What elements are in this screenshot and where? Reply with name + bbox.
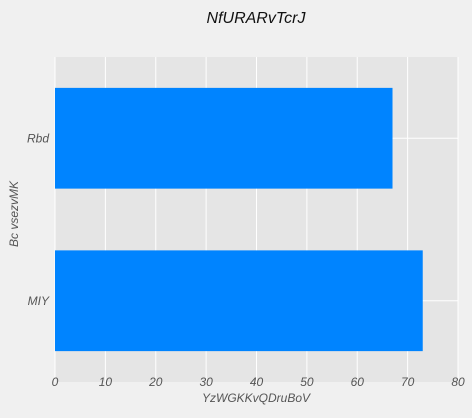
bar-miy [55,250,423,352]
x-tick-label: 50 [300,375,314,389]
x-axis-label: YzWGKKvQDruBoV [202,391,311,405]
x-tick-label: 80 [451,375,465,389]
x-tick-label: 70 [401,375,415,389]
x-tick-label: 60 [351,375,365,389]
x-tick-label: 40 [250,375,264,389]
bar-rbd [55,87,393,189]
bars [55,87,423,352]
y-tick-label: MIY [28,294,50,308]
chart-title: NfURARvTcrJ [207,10,307,27]
x-tick-label: 0 [52,375,59,389]
y-axis-label: Bc vsezvMK [7,180,21,247]
x-tick-label: 10 [99,375,113,389]
x-tick-label: 20 [148,375,163,389]
y-tick-label: Rbd [27,131,49,145]
x-axis-ticks: 0 10 20 30 40 50 60 70 80 [52,375,465,389]
y-axis-ticks: MIY Rbd [27,131,50,308]
x-tick-label: 30 [199,375,213,389]
